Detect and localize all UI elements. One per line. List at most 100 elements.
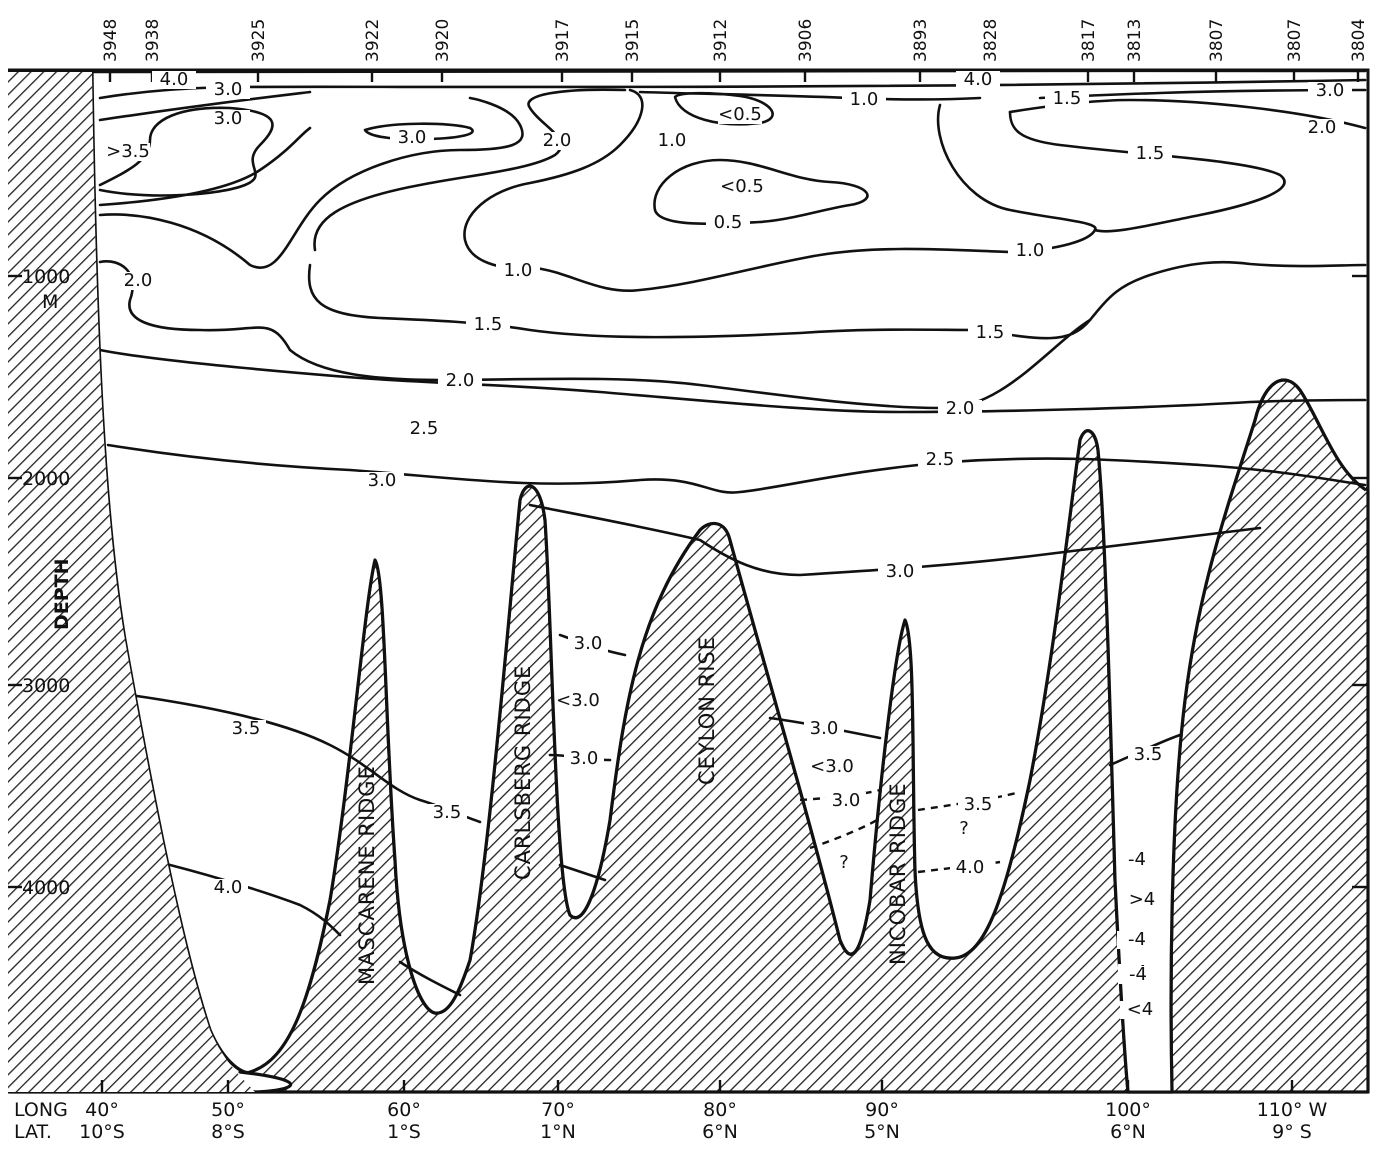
station-label: 3906 xyxy=(796,19,816,62)
contour-label: 2.0 xyxy=(543,130,572,151)
basins xyxy=(92,72,1366,1092)
contour-label: 3.0 xyxy=(832,790,861,811)
longitude-label: 80° xyxy=(703,1099,737,1121)
contour-label: 1.0 xyxy=(850,89,879,110)
ridge-label: MASCARENE RIDGE xyxy=(355,765,379,985)
latitude-label: 6°N xyxy=(702,1121,738,1143)
latitude-label: 10°S xyxy=(79,1121,125,1143)
contour-label: 2.0 xyxy=(946,398,975,419)
depth-tick-label: 2000 xyxy=(22,468,70,490)
contour-label: 4.0 xyxy=(956,857,985,878)
contour-label: <3.0 xyxy=(810,756,854,777)
depth-tick-label: 3000 xyxy=(22,675,70,697)
contour-label: 2.0 xyxy=(1308,117,1337,138)
contour-label: 3.0 xyxy=(574,633,603,654)
station-label: 3915 xyxy=(623,19,643,62)
station-label: 3920 xyxy=(433,19,453,62)
depth-unit: M xyxy=(42,291,58,313)
station-label: 3893 xyxy=(911,19,931,62)
contour-label: 4.0 xyxy=(964,69,993,90)
contour-label: 3.5 xyxy=(433,802,462,823)
contour-label: >3.5 xyxy=(106,141,150,162)
contour-label: 2.5 xyxy=(410,418,439,439)
contour-label: 1.5 xyxy=(474,314,503,335)
contour-label: -4 xyxy=(1128,929,1146,950)
longitude-label: 110° W xyxy=(1257,1099,1328,1121)
ridge-labels: MASCARENE RIDGE CARLSBERG RIDGE CEYLON R… xyxy=(355,636,910,985)
contour-label: <3.0 xyxy=(556,690,600,711)
latitude-label: 1°S xyxy=(387,1121,421,1143)
station-label: 3917 xyxy=(553,19,573,62)
station-label: 3813 xyxy=(1125,19,1145,62)
contour-label: 3.0 xyxy=(810,718,839,739)
station-label: 3817 xyxy=(1079,19,1099,62)
contour-label: 2.0 xyxy=(124,270,153,291)
contour-label: <4 xyxy=(1127,999,1154,1020)
contour-label: 0.5 xyxy=(714,212,743,233)
station-label: 3804 xyxy=(1349,19,1369,62)
contour-label: 1.5 xyxy=(1136,143,1165,164)
sea-floor-line xyxy=(1169,378,1367,1093)
contour-label: 1.5 xyxy=(976,322,1005,343)
contour-label: >4 xyxy=(1129,889,1156,910)
ridge-label: NICOBAR RIDGE xyxy=(886,782,910,965)
station-labels: 3948 3938 3925 3922 3920 3917 3915 3912 3906 3893… xyxy=(101,19,1369,82)
station-label: 3922 xyxy=(363,19,383,62)
longitude-label: 60° xyxy=(387,1099,421,1121)
latitude-label: 1°N xyxy=(540,1121,576,1143)
contour-label: 3.5 xyxy=(964,794,993,815)
depth-tick-label: 4000 xyxy=(22,877,70,899)
contour-label: 4.0 xyxy=(160,69,189,90)
station-label: 3925 xyxy=(249,19,269,62)
station-label: 3938 xyxy=(143,19,163,62)
depth-tick-label: 1000 xyxy=(22,266,70,288)
latitude-label: 8°S xyxy=(211,1121,245,1143)
station-label: 3807 xyxy=(1285,19,1305,62)
ridge-label: CEYLON RISE xyxy=(695,636,719,785)
contour-label: <0.5 xyxy=(720,176,764,197)
contour-label: 1.0 xyxy=(658,130,687,151)
contour-label: ? xyxy=(839,852,849,873)
contour-value-labels: 4.0 3.0 3.0 >3.5 3.0 2.0 1.0 <0.5 1.0 4.0 1.5 3.0 2.… xyxy=(106,69,1352,1020)
contour-label: 4.0 xyxy=(214,877,243,898)
contour-label: 3.0 xyxy=(398,127,427,148)
longitude-label: 50° xyxy=(211,1099,245,1121)
contour-label: 1.0 xyxy=(504,260,533,281)
contour-label: 3.5 xyxy=(1134,744,1163,765)
depth-axis-title: DEPTH xyxy=(51,558,73,630)
longitude-label: 100° xyxy=(1105,1099,1151,1121)
station-label: 3828 xyxy=(981,19,1001,62)
depth-axis: 1000 2000 3000 4000 M DEPTH xyxy=(8,266,1368,899)
contour-label: -4 xyxy=(1128,849,1146,870)
contour-label: 1.0 xyxy=(1016,240,1045,261)
contour-label: 3.0 xyxy=(214,79,243,100)
longitude-label: 70° xyxy=(541,1099,575,1121)
long-row-label: LONG xyxy=(14,1099,68,1121)
contour-label: 3.0 xyxy=(1316,80,1345,101)
lat-row-label: LAT. xyxy=(14,1121,52,1143)
contour-label: ? xyxy=(959,818,969,839)
sea-floor-line xyxy=(90,71,1130,1093)
station-label: 3948 xyxy=(101,19,121,62)
latitude-label: 6°N xyxy=(1110,1121,1146,1143)
bottom-axis: LONG LAT. 40°10°S50°8°S60°1°S70°1°N80°6°… xyxy=(14,1080,1328,1143)
contour-label: 1.5 xyxy=(1053,88,1082,109)
latitude-label: 9° S xyxy=(1272,1121,1312,1143)
ridge-label: CARLSBERG RIDGE xyxy=(511,665,535,880)
longitude-label: 40° xyxy=(85,1099,119,1121)
contour-label: 3.0 xyxy=(368,470,397,491)
latitude-label: 5°N xyxy=(864,1121,900,1143)
contour-label: 3.0 xyxy=(886,561,915,582)
contour-label: <0.5 xyxy=(718,104,762,125)
contour-label: 3.0 xyxy=(214,108,243,129)
longitude-label: 90° xyxy=(865,1099,899,1121)
station-label: 3912 xyxy=(711,19,731,62)
contour-label: 3.5 xyxy=(232,718,261,739)
station-label: 3807 xyxy=(1207,19,1227,62)
contour-label: 2.5 xyxy=(926,449,955,470)
contour-label: 3.0 xyxy=(570,748,599,769)
contour-label: 2.0 xyxy=(446,370,475,391)
contour-label: -4 xyxy=(1129,964,1147,985)
